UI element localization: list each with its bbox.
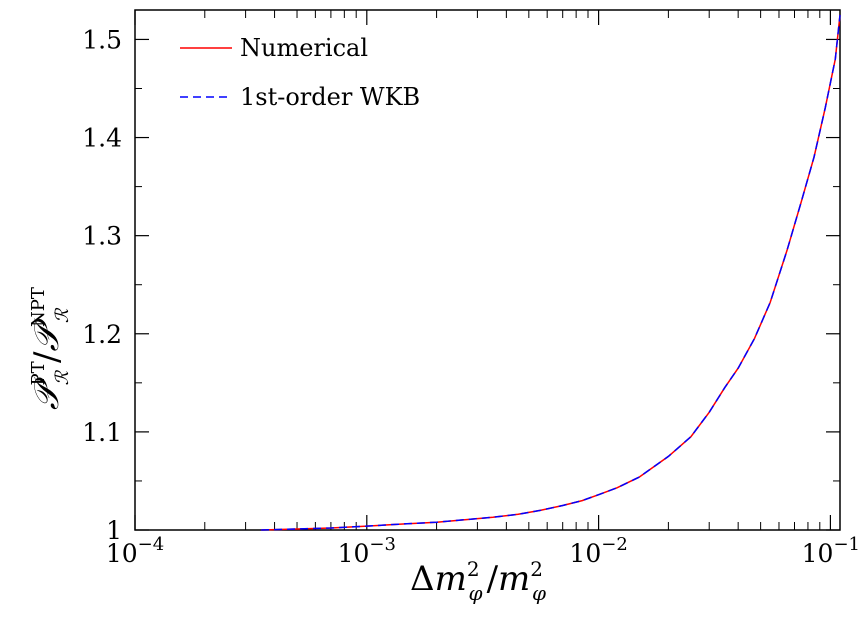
y-axis-label: 𝒫PT ℛ/𝒫NPT ℛ: [27, 287, 73, 410]
x-tick-label: 10−3: [338, 534, 396, 568]
x-tick-label: 10−2: [569, 534, 627, 568]
major-ticks: [134, 10, 840, 531]
x-axis-label: Δm2 φ/m2 φ: [410, 557, 546, 605]
x-tick-label: 10−1: [802, 534, 860, 568]
x-tick-labels: 10−4 10−3 10−2 10−1: [106, 534, 860, 568]
y-tick-label: 1: [106, 516, 122, 545]
y-tick-label: 1.5: [82, 25, 122, 54]
series-line-wkb: [261, 14, 841, 531]
legend-label-numerical: Numerical: [240, 34, 368, 62]
plot-frame: [134, 9, 841, 531]
legend-label-wkb: 1st-order WKB: [240, 83, 420, 111]
minor-ticks: [135, 10, 840, 530]
y-tick-label: 1.2: [82, 320, 122, 349]
y-tick-label: 1.3: [82, 222, 122, 251]
y-tick-label: 1.1: [82, 418, 122, 447]
series-group: [261, 14, 841, 531]
legend: Numerical 1st-order WKB: [180, 34, 420, 111]
y-tick-label: 1.4: [82, 124, 122, 153]
y-tick-labels: 1 1.1 1.2 1.3 1.4 1.5: [82, 25, 122, 545]
x-tick-label: 10−4: [106, 534, 164, 568]
